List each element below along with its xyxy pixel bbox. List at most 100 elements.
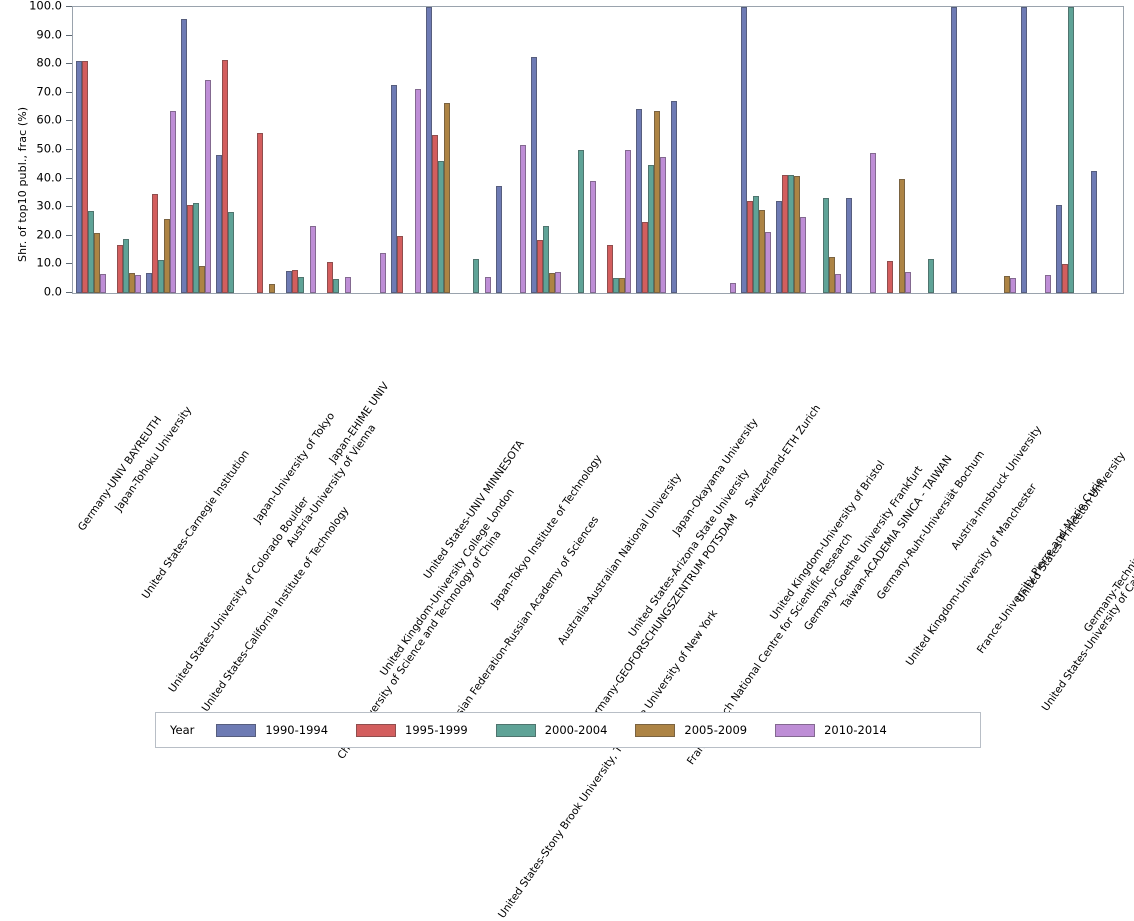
bar (285, 271, 292, 293)
bar-group (706, 7, 736, 293)
bar (530, 57, 537, 293)
bar (764, 231, 771, 293)
bar (192, 202, 199, 293)
bar (746, 200, 753, 293)
bar (169, 111, 176, 293)
legend-color-swatch (356, 723, 397, 737)
bar (437, 161, 444, 293)
bar (775, 200, 782, 293)
bar (729, 283, 736, 293)
x-axis-tick-label: United States-Carnegie Institution (139, 448, 252, 602)
bar (589, 180, 596, 293)
bar-group (566, 7, 596, 293)
bar-group (1090, 7, 1121, 293)
bar (87, 210, 94, 293)
bar (752, 196, 759, 293)
legend-entry[interactable]: 1995-1999 (356, 723, 468, 737)
bar-group (145, 7, 176, 293)
bar (898, 178, 905, 293)
y-axis-tick-mark (66, 292, 72, 293)
bar (484, 277, 491, 293)
bar (1090, 171, 1097, 293)
bar-group (321, 7, 351, 293)
y-axis-tick-mark (66, 177, 72, 179)
y-axis-tick-mark (66, 6, 72, 7)
bar (1067, 7, 1074, 293)
bar (781, 175, 788, 293)
x-axis-tick-labels: Germany-UNIV BAYREUTH Japan-Tohoku Univer… (0, 296, 1134, 920)
bar (128, 272, 135, 293)
bar (198, 265, 205, 293)
bar (886, 260, 893, 293)
x-axis-tick-label: United States-Arizona State University (625, 467, 752, 640)
bar (396, 236, 403, 293)
bar (618, 278, 625, 293)
bar (1044, 275, 1051, 293)
y-axis-tick-label: 40.0 (36, 170, 62, 185)
y-axis-tick-label: 20.0 (36, 227, 62, 242)
bar (309, 225, 316, 293)
legend-label: 2010-2014 (824, 723, 887, 737)
bar (1003, 275, 1010, 293)
bar-group (390, 7, 421, 293)
legend-entry[interactable]: 2005-2009 (635, 723, 747, 737)
bar (431, 134, 438, 293)
bar-group (986, 7, 1016, 293)
legend-label: 1990-1994 (265, 723, 329, 737)
bar (256, 132, 263, 293)
legend-entry[interactable]: 2000-2004 (495, 723, 607, 737)
bar-group (635, 7, 666, 293)
y-axis-tick-label: 100.0 (29, 0, 62, 13)
bar (950, 7, 957, 293)
bar (606, 245, 613, 293)
bar (641, 221, 648, 293)
legend-color-swatch (495, 723, 536, 737)
bar (116, 244, 123, 293)
y-axis-tick-label: 90.0 (36, 27, 62, 42)
legend-title: Year (170, 723, 195, 737)
bar (1055, 205, 1062, 293)
bar (1009, 277, 1016, 293)
bar-group (111, 7, 141, 293)
bar (215, 155, 222, 293)
bar (443, 102, 450, 293)
y-axis-tick-label: 0.0 (43, 284, 62, 299)
bar (635, 108, 642, 293)
bar-group (75, 7, 106, 293)
y-axis-tick-mark (66, 63, 72, 65)
bar (227, 212, 234, 293)
y-axis-tick-mark (66, 91, 72, 93)
y-axis-tick-mark (66, 120, 72, 122)
bar (577, 150, 584, 293)
bar-group (356, 7, 386, 293)
bar-group (740, 7, 771, 293)
bar-group (425, 7, 456, 293)
bar-group (285, 7, 316, 293)
bar (869, 152, 876, 293)
bar (379, 252, 386, 293)
bar (612, 277, 619, 293)
y-axis-tick-label: 50.0 (36, 141, 62, 156)
bar (758, 210, 765, 293)
bar (822, 197, 829, 293)
bar (326, 261, 333, 293)
plot-area (72, 6, 1124, 294)
bar (93, 232, 100, 293)
y-axis-tick-label: 70.0 (36, 84, 62, 99)
x-axis-tick-label: China-University of Science and Technolo… (334, 528, 504, 762)
legend-entries: 1990-1994 1995-1999 2000-2004 2005-2009 2010… (216, 723, 914, 737)
y-axis-tick-label: 80.0 (36, 55, 62, 70)
legend-entry[interactable]: 1990-1994 (216, 723, 328, 737)
legend-entry[interactable]: 2010-2014 (775, 723, 887, 737)
bar (425, 7, 432, 293)
bar (151, 194, 158, 293)
bar (414, 88, 421, 293)
bar (268, 284, 275, 293)
bar-group (495, 7, 526, 293)
bar (647, 164, 654, 293)
bar (787, 174, 794, 293)
bar-group (180, 7, 211, 293)
bar-group (670, 7, 701, 293)
bar-series-container (73, 7, 1123, 293)
legend-label: 2005-2009 (684, 723, 748, 737)
